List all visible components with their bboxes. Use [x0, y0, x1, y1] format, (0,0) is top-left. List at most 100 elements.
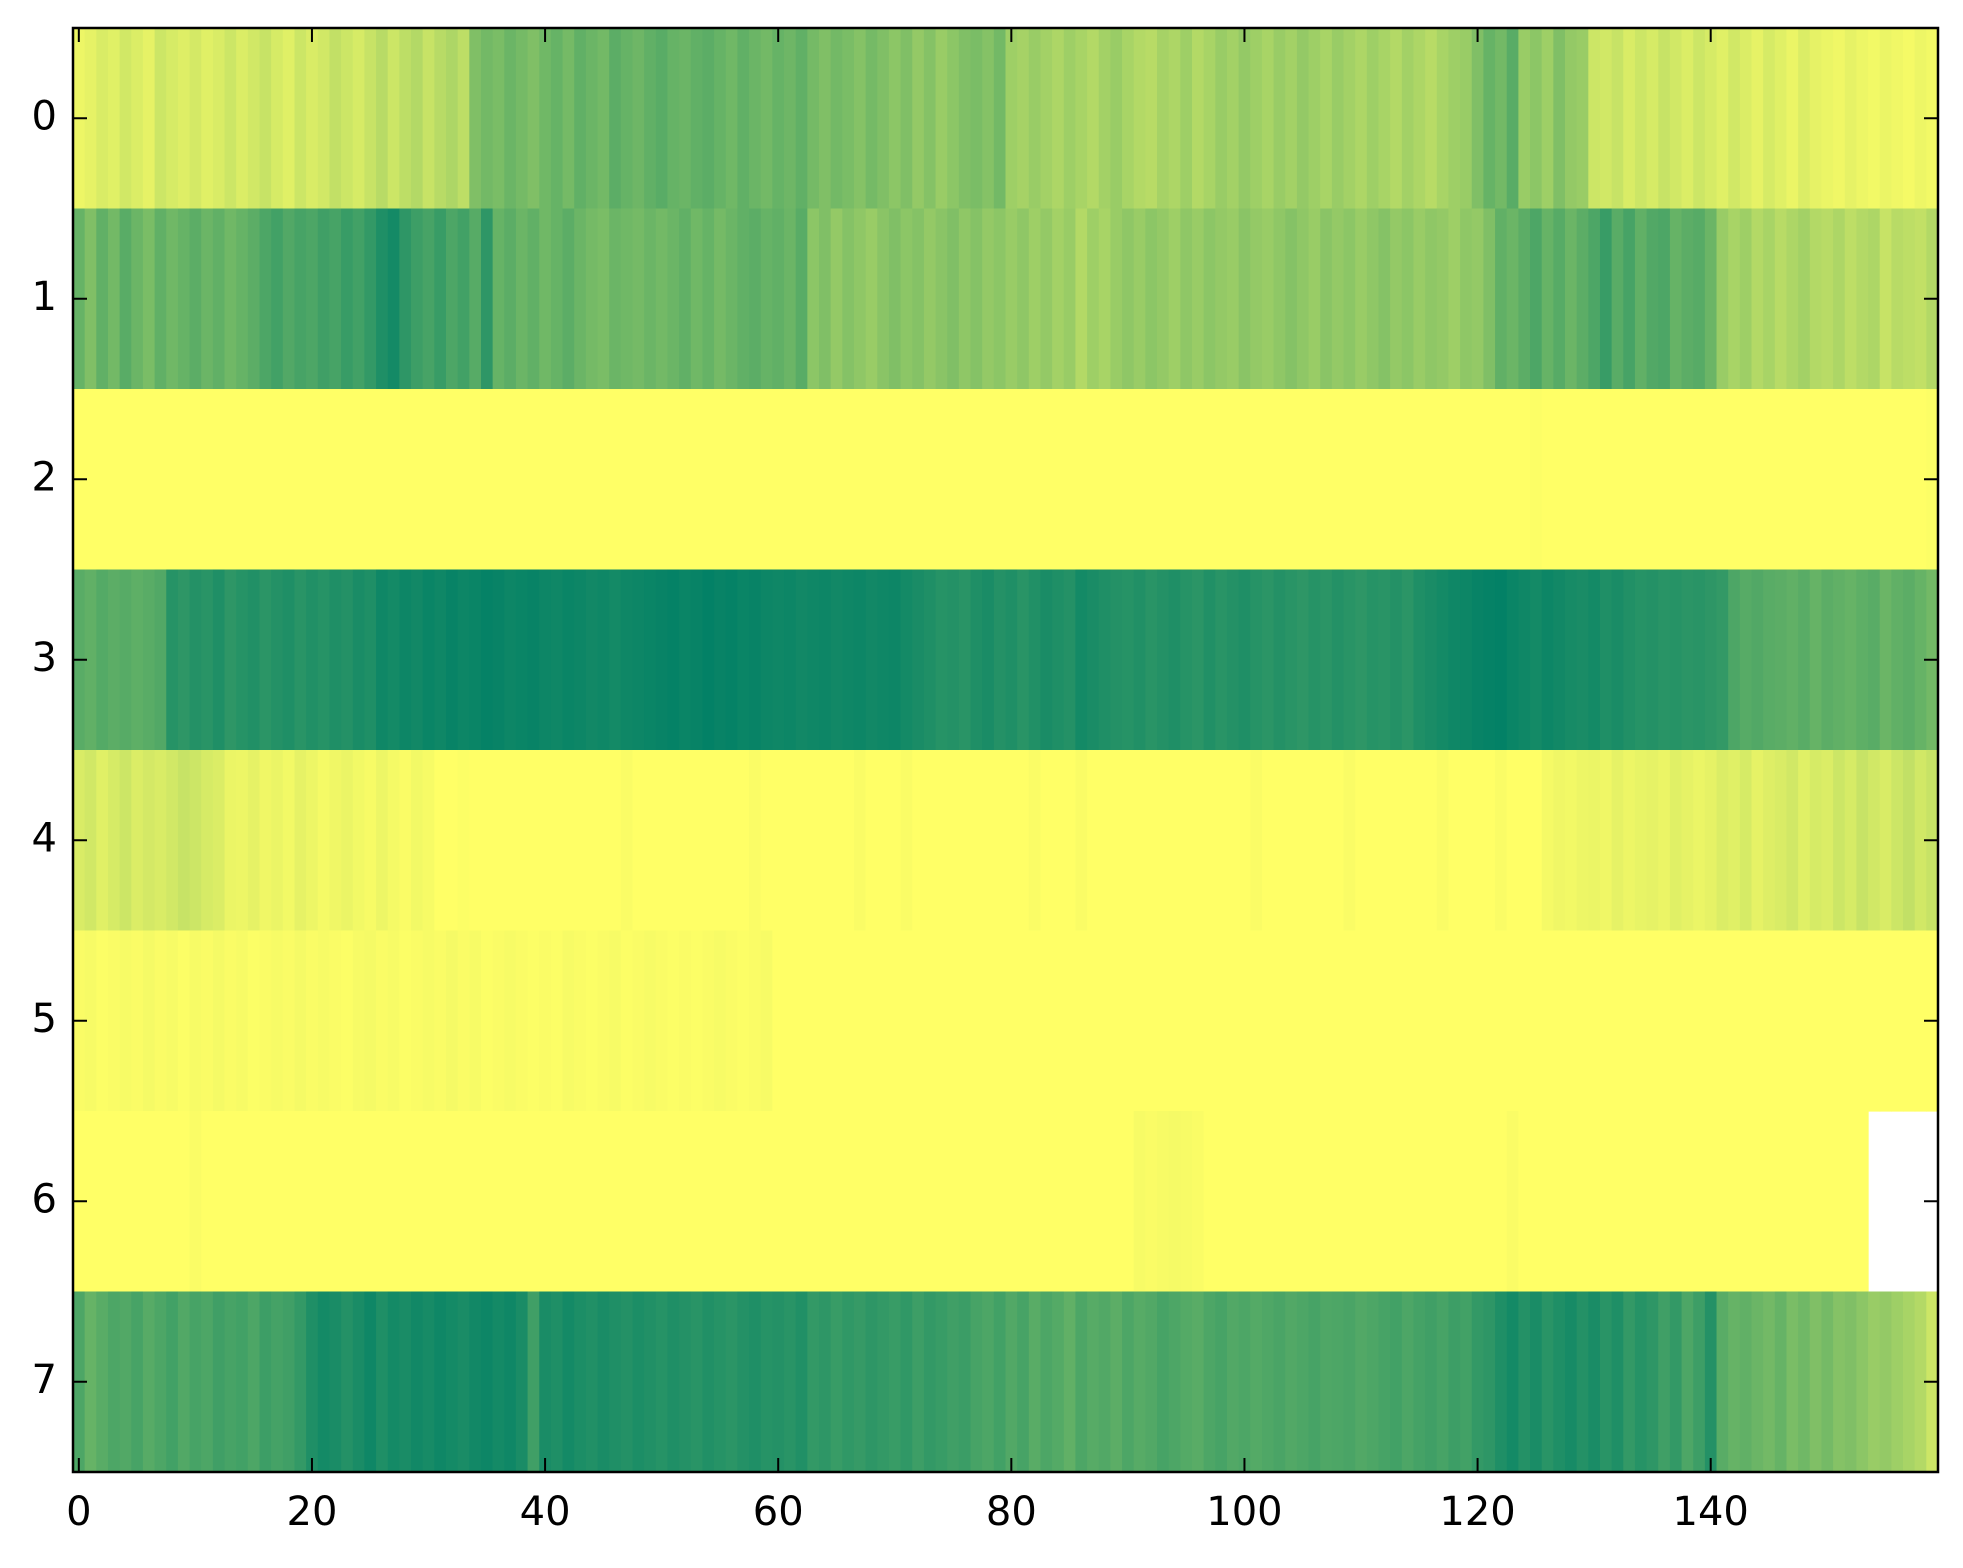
heatmap-cell: [923, 28, 937, 210]
heatmap-cell: [107, 930, 121, 1112]
heatmap-cell: [352, 930, 366, 1112]
heatmap-cell: [1821, 750, 1834, 932]
heatmap-cell: [1157, 569, 1170, 751]
x-tick-label: 100: [1206, 1489, 1282, 1535]
heatmap-cell: [1028, 389, 1042, 571]
heatmap-cell: [1611, 28, 1624, 210]
heatmap-cell: [131, 28, 144, 210]
heatmap-cell: [562, 1291, 575, 1473]
heatmap-cell: [1040, 208, 1053, 390]
heatmap-cell: [842, 208, 855, 390]
heatmap-cell: [247, 750, 261, 932]
heatmap-cell: [1530, 750, 1543, 932]
heatmap-cell: [679, 569, 692, 751]
heatmap-cell: [247, 1291, 261, 1473]
heatmap-cell: [1751, 930, 1764, 1112]
heatmap-cell: [1669, 930, 1683, 1112]
heatmap-cell: [294, 930, 307, 1112]
heatmap-cell: [515, 28, 529, 210]
heatmap-cell: [1133, 389, 1146, 571]
heatmap-cell: [993, 750, 1007, 932]
heatmap-cell: [1716, 930, 1729, 1112]
heatmap-cell: [982, 930, 995, 1112]
heatmap-cell: [644, 208, 657, 390]
heatmap-cell: [1681, 28, 1694, 210]
heatmap-cell: [784, 389, 797, 571]
heatmap-cell: [96, 1111, 109, 1293]
heatmap-cell: [1378, 1291, 1391, 1473]
heatmap-cell: [1588, 569, 1601, 751]
heatmap-cell: [1716, 1291, 1729, 1473]
heatmap-cell: [189, 750, 202, 932]
heatmap-cell: [177, 750, 191, 932]
heatmap-cell: [667, 930, 680, 1112]
heatmap-cell: [1518, 750, 1531, 932]
heatmap-cell: [1087, 1111, 1100, 1293]
heatmap-cell: [1296, 1291, 1310, 1473]
heatmap-cell: [1401, 389, 1415, 571]
heatmap-cell: [853, 569, 867, 751]
heatmap-cell: [341, 569, 354, 751]
heatmap-cell: [1530, 1291, 1543, 1473]
heatmap-cell: [1098, 1111, 1112, 1293]
heatmap-cell: [411, 1291, 424, 1473]
heatmap-cell: [376, 208, 389, 390]
heatmap-cell: [760, 1111, 773, 1293]
heatmap-cell: [259, 750, 272, 932]
heatmap-cell: [84, 208, 97, 390]
heatmap-cell: [1576, 208, 1589, 390]
heatmap-cell: [679, 1291, 692, 1473]
heatmap-cell: [1401, 1291, 1415, 1473]
heatmap-cell: [1833, 28, 1846, 210]
heatmap-cell: [1110, 389, 1123, 571]
heatmap-cell: [201, 569, 214, 751]
heatmap-cell: [1914, 569, 1927, 751]
heatmap-cell: [1774, 208, 1788, 390]
heatmap-cell: [644, 28, 657, 210]
heatmap-cell: [1716, 1111, 1729, 1293]
heatmap-cell: [947, 930, 960, 1112]
x-tick-label: 120: [1439, 1489, 1515, 1535]
heatmap-cell: [1798, 28, 1811, 210]
heatmap-cell: [201, 389, 214, 571]
heatmap-cell: [1203, 1291, 1216, 1473]
heatmap-cell: [352, 750, 366, 932]
heatmap-cell: [900, 208, 913, 390]
heatmap-cell: [830, 1111, 843, 1293]
heatmap-cell: [527, 750, 540, 932]
heatmap-cell: [1122, 750, 1135, 932]
heatmap-cell: [1646, 1111, 1659, 1293]
heatmap-cell: [329, 1111, 342, 1293]
heatmap-cell: [772, 750, 785, 932]
heatmap-cell: [1250, 1111, 1263, 1293]
heatmap-cell: [1063, 208, 1077, 390]
heatmap-cell: [993, 1291, 1007, 1473]
heatmap-cell: [236, 1291, 249, 1473]
heatmap-cell: [1355, 1291, 1368, 1473]
heatmap-cell: [853, 1291, 867, 1473]
y-tick-label: 2: [32, 454, 57, 500]
heatmap-cell: [702, 389, 715, 571]
heatmap-cell: [212, 28, 226, 210]
heatmap-cell: [1087, 750, 1100, 932]
heatmap-cell: [1774, 28, 1788, 210]
heatmap-cell: [411, 750, 424, 932]
heatmap-cell: [912, 208, 925, 390]
heatmap-cell: [329, 750, 342, 932]
heatmap-cell: [1017, 28, 1030, 210]
heatmap-cell: [865, 1111, 878, 1293]
heatmap-cell: [1786, 930, 1799, 1112]
heatmap-cell: [539, 1111, 552, 1293]
heatmap-cell: [1681, 569, 1694, 751]
heatmap-cell: [982, 208, 995, 390]
heatmap-cell: [1203, 389, 1216, 571]
heatmap-cell: [1856, 1291, 1869, 1473]
heatmap-cell: [842, 1291, 855, 1473]
heatmap-cell: [142, 389, 156, 571]
heatmap-cell: [1669, 28, 1683, 210]
heatmap-cell: [492, 569, 505, 751]
heatmap-cell: [142, 930, 156, 1112]
heatmap-cell: [1390, 1111, 1403, 1293]
heatmap-cell: [923, 208, 937, 390]
heatmap-cell: [725, 28, 739, 210]
